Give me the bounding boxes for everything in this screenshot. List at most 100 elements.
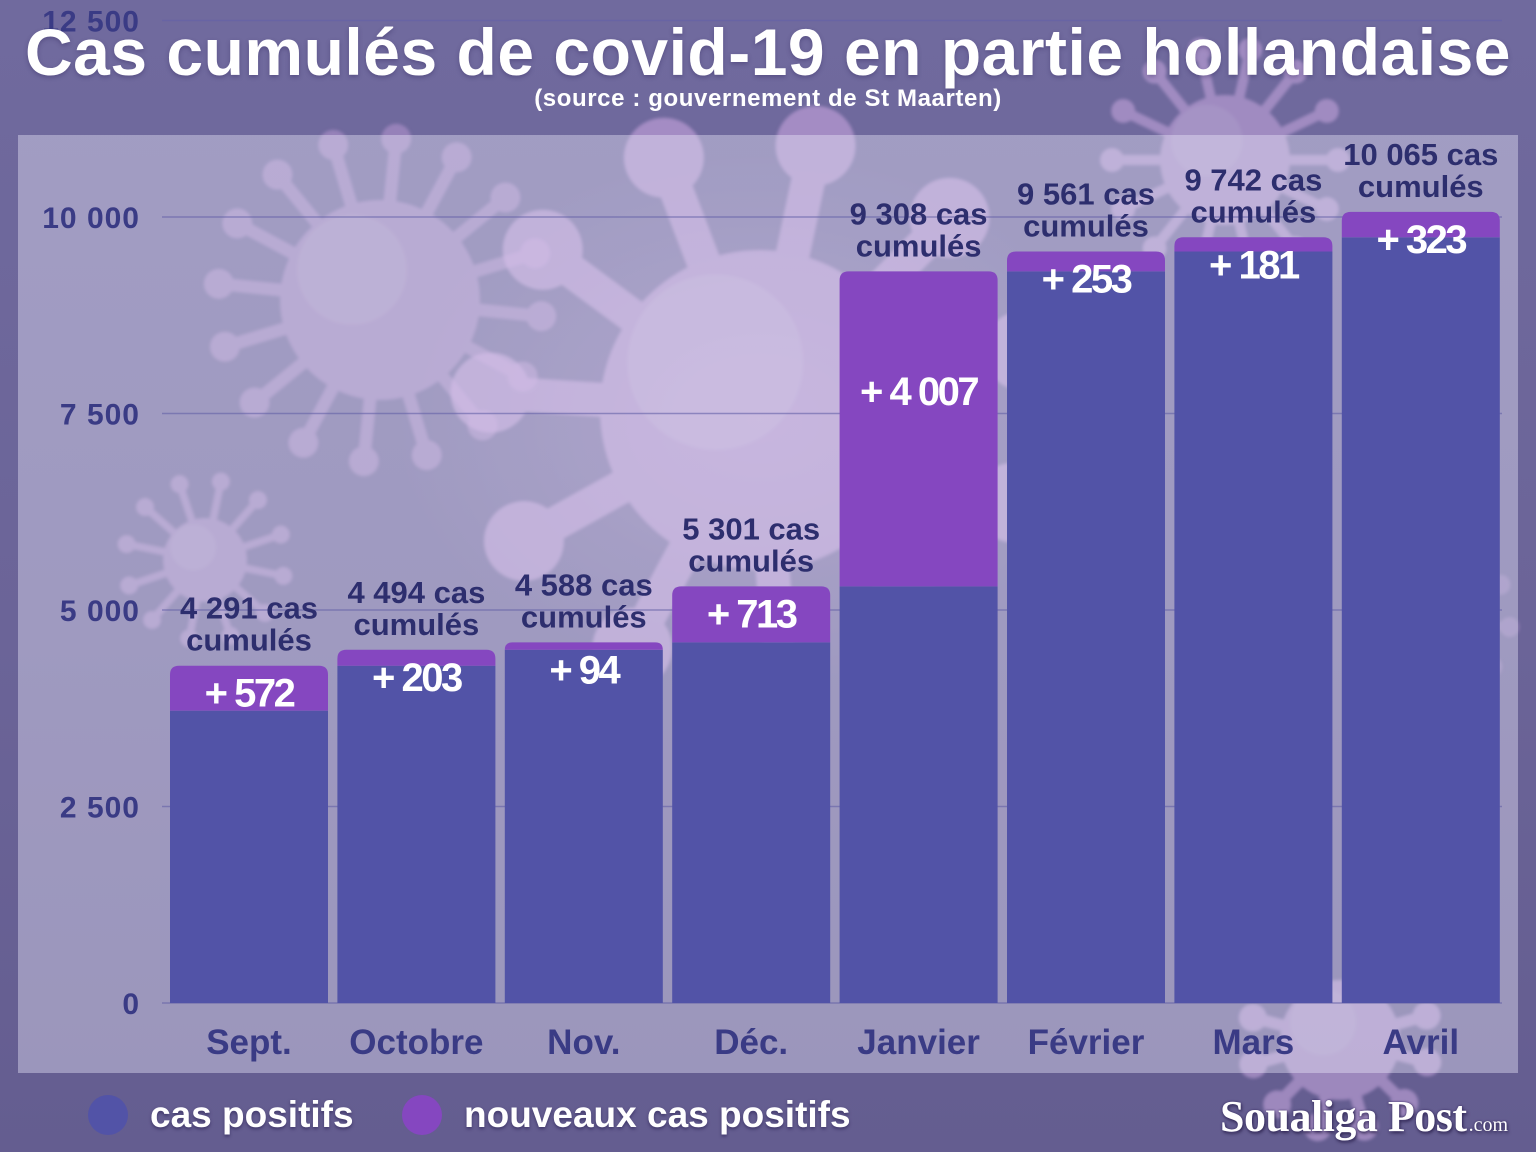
category-label: Février — [1028, 1023, 1145, 1062]
bar-segment-nouveaux-cas-positifs — [839, 271, 998, 587]
bar-group — [337, 649, 496, 1003]
bar-segment-cas-positifs — [337, 665, 496, 1003]
virus-spike — [380, 132, 403, 237]
virus-spike — [248, 337, 333, 409]
total-label-line-1: 5 301 cas — [682, 511, 820, 546]
virus-spike — [218, 313, 320, 354]
y-tick-label: 0 — [122, 988, 140, 1021]
virus-spike-tip — [180, 629, 199, 648]
virus-spike-tip — [211, 472, 230, 491]
virus-spike — [229, 530, 285, 555]
virus-spike-tip — [143, 610, 162, 629]
virus-spike-tip — [490, 182, 521, 213]
virus-spike — [122, 540, 181, 558]
virus-spike — [443, 300, 548, 323]
virus-spike-tip — [1499, 616, 1520, 637]
virus-spike-tip — [1100, 148, 1124, 172]
virus-highlight — [1171, 104, 1243, 177]
bar-segment-nouveaux-cas-positifs — [1007, 251, 1165, 272]
total-label-line-2: cumulés — [1191, 194, 1317, 229]
virus-spike-tip — [1303, 1113, 1332, 1142]
virus-spike-tip — [221, 626, 240, 645]
virus-spike-tip — [348, 446, 379, 477]
virus-highlight — [1290, 989, 1357, 1055]
virus-spike-tip — [203, 268, 234, 299]
bars — [170, 211, 1500, 1004]
virus-spike-tip — [274, 566, 293, 585]
y-axis-tick-labels: 0 2 500 5 000 7 500 10 000 12 500 — [42, 6, 140, 1022]
virus-spike — [393, 360, 434, 462]
virus-spike — [435, 326, 530, 384]
virus-spike-tip — [248, 491, 267, 510]
virus-spike-tip — [170, 475, 189, 494]
virus-spike-tip — [1142, 59, 1167, 84]
virus-spike-tip — [1111, 98, 1136, 123]
virus-spike-tip — [1350, 1112, 1379, 1141]
virus-spike-tip — [441, 142, 472, 173]
virus-spike-tip — [623, 117, 704, 198]
bar-group — [1174, 237, 1333, 1004]
virus-spike — [427, 191, 512, 263]
increment-label: + 181 — [1209, 243, 1300, 287]
virus-spike — [326, 138, 367, 240]
virus-spike-tip — [526, 301, 557, 332]
total-label-line-1: 9 308 cas — [850, 196, 988, 231]
legend-swatch-cas-positifs — [88, 1095, 128, 1135]
virus-spike-tip — [222, 208, 253, 239]
virus-spike-tip — [1187, 37, 1212, 62]
virus-spike-tip — [120, 576, 139, 595]
total-label-line-2: cumulés — [521, 599, 647, 634]
bar-group — [170, 665, 328, 1003]
category-label: Nov. — [547, 1023, 620, 1062]
category-label: Mars — [1213, 1023, 1295, 1062]
virus-spike — [125, 565, 181, 590]
y-tick-label: 10 000 — [42, 202, 140, 235]
virus-spike — [229, 562, 288, 580]
virus-spike — [357, 363, 380, 468]
virus-spike-tip — [1314, 98, 1339, 123]
category-label: Janvier — [857, 1023, 980, 1062]
virus-spike-tip — [1412, 1001, 1441, 1030]
total-label-line-2: cumulés — [354, 607, 480, 642]
bar-group — [672, 586, 831, 1003]
virus-spike — [210, 584, 235, 640]
virus-spike-tip — [1314, 197, 1339, 222]
category-label: Octobre — [349, 1023, 483, 1062]
total-label-line-1: 4 291 cas — [180, 591, 318, 626]
virus-spike-tip — [255, 603, 274, 622]
virus-body — [280, 200, 480, 400]
bar-group — [504, 642, 663, 1003]
y-tick-label: 12 500 — [42, 6, 140, 39]
virus-spike — [185, 584, 203, 643]
virus-body — [1280, 980, 1400, 1100]
increment-label: + 572 — [205, 672, 295, 716]
virus-spike — [296, 355, 354, 450]
virus-spike-tip — [262, 159, 293, 190]
bar-segment-cas-positifs — [672, 642, 831, 1003]
virus-spike-tip — [411, 440, 442, 471]
virus-body — [163, 518, 247, 602]
bar-segment-cas-positifs — [1341, 237, 1500, 1003]
virus-spike-tip — [1111, 197, 1136, 222]
virus-spike-tip — [271, 525, 290, 544]
virus-illustration — [117, 472, 293, 648]
increment-label: + 4 007 — [860, 370, 978, 414]
total-label-line-2: cumulés — [1358, 169, 1484, 204]
virus-spike — [271, 168, 343, 253]
logo-name: Soualiga Post — [1220, 1092, 1467, 1141]
virus-spike-tip — [1263, 1090, 1292, 1119]
total-label-line-2: cumulés — [688, 543, 814, 578]
bar-segment-nouveaux-cas-positifs — [170, 665, 328, 711]
virus-body — [1160, 95, 1290, 225]
increment-label: + 253 — [1042, 258, 1132, 302]
bar-segment-cas-positifs — [839, 586, 998, 1003]
category-label: Avril — [1383, 1023, 1460, 1062]
total-label-line-2: cumulés — [856, 228, 982, 263]
virus-spike-tip — [209, 331, 240, 362]
virus-spike — [148, 578, 190, 624]
soualiga-post-logo: Soualiga Post .com — [1220, 1095, 1508, 1139]
virus-spike-tip — [520, 238, 551, 269]
virus-spike-tip — [1238, 37, 1263, 62]
